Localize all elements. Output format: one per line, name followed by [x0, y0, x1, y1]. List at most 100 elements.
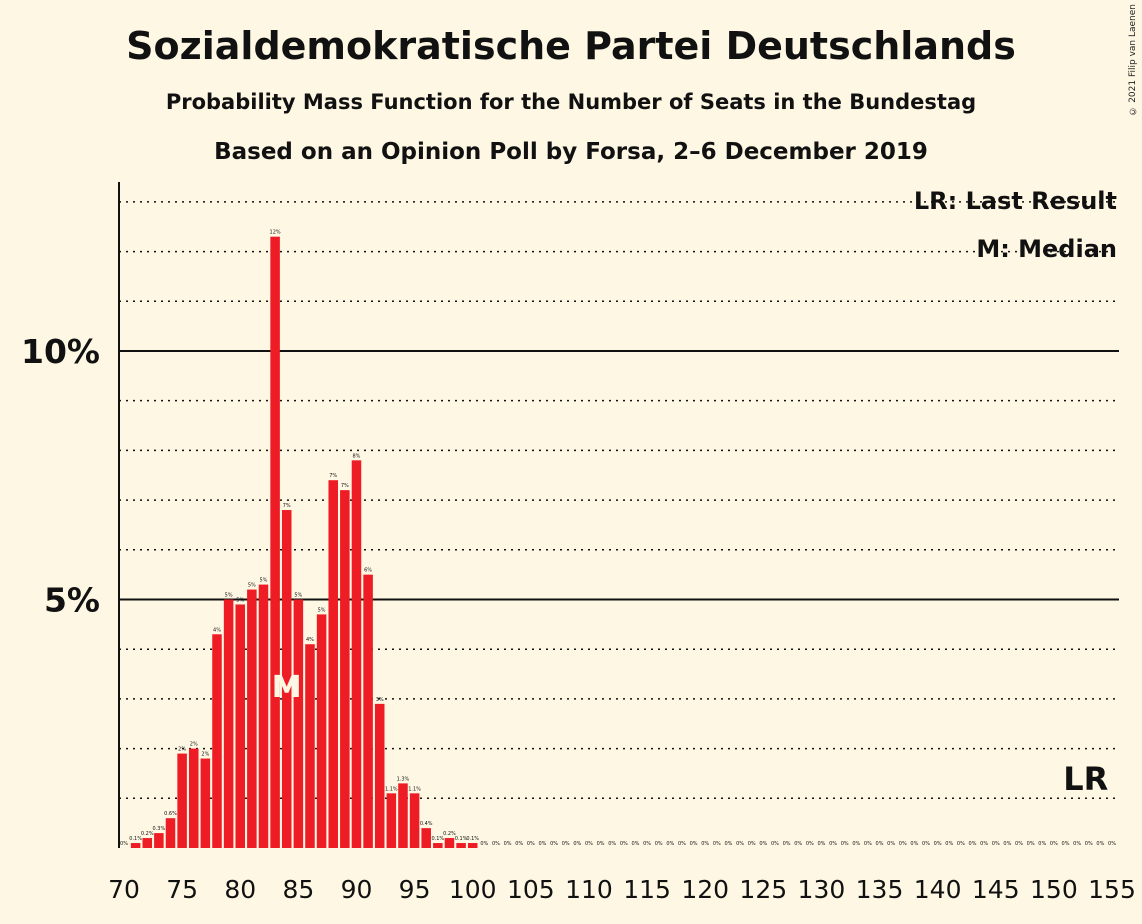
bar-label: 0% [1038, 841, 1046, 847]
bar-label: 0% [701, 841, 709, 847]
bar-label: 0% [829, 841, 837, 847]
bar-label: 0% [515, 841, 523, 847]
bar-label: 3% [376, 697, 384, 703]
bar-label: 0% [806, 841, 814, 847]
bar-label: 0% [783, 841, 791, 847]
bar-label: 0.2% [443, 831, 456, 837]
bar-label: 0.2% [141, 831, 154, 837]
bar [235, 604, 246, 848]
chart-subtitle: Probability Mass Function for the Number… [165, 90, 977, 114]
bar-label: 0% [724, 841, 732, 847]
x-tick-label: 115 [623, 875, 671, 904]
x-tick-label: 145 [972, 875, 1020, 904]
y-tick-label: 5% [44, 580, 100, 619]
bar-label: 0% [1073, 841, 1081, 847]
bar-label: 0% [817, 841, 825, 847]
bar-label: 0% [690, 841, 698, 847]
bar-label: 0% [597, 841, 605, 847]
bar [270, 236, 280, 849]
legend-last-result: LR: Last Result [914, 187, 1117, 215]
bar-label: 0% [864, 841, 872, 847]
x-tick-label: 150 [1030, 875, 1078, 904]
y-tick-labels: 5% 10% [21, 332, 100, 620]
bar [316, 614, 327, 848]
bar-label: 5% [260, 578, 268, 584]
bar [433, 843, 443, 848]
bar [200, 758, 211, 848]
x-tick-label: 140 [914, 875, 962, 904]
bar-label: 0% [945, 841, 953, 847]
bar-label: 0% [1085, 841, 1093, 847]
bar-label: 1.1% [408, 786, 421, 792]
bar [421, 828, 431, 848]
bar-label: 0.1% [431, 836, 444, 842]
x-tick-label: 100 [449, 875, 497, 904]
bar-label: 7% [283, 503, 291, 509]
bar-label: 0% [1062, 841, 1070, 847]
bar-label: 0% [562, 841, 570, 847]
last-result-marker: LR [1063, 760, 1108, 798]
bar-label: 2% [178, 747, 186, 753]
bar-label: 1.3% [397, 776, 410, 782]
bar-label: 5% [294, 592, 302, 598]
bar-label: 0% [980, 841, 988, 847]
x-tick-label: 110 [565, 875, 613, 904]
bar [456, 843, 466, 848]
bar [130, 843, 141, 848]
x-tick-label: 90 [341, 875, 373, 904]
bar-label: 0% [899, 841, 907, 847]
bar [281, 510, 292, 848]
bar [409, 793, 420, 848]
bar-label: 0.4% [420, 821, 433, 827]
bar-label: 0% [538, 841, 546, 847]
bar-label: 0.1% [455, 836, 468, 842]
bar-label: 0% [643, 841, 651, 847]
bar-label: 0% [492, 841, 500, 847]
bar [351, 460, 362, 848]
bar-label: 0% [480, 841, 488, 847]
bar [398, 783, 408, 848]
bar-label: 0% [910, 841, 918, 847]
x-tick-label: 155 [1088, 875, 1136, 904]
bar-label: 0% [550, 841, 558, 847]
bar [328, 480, 338, 848]
bar-label: 0% [887, 841, 895, 847]
x-tick-label: 80 [224, 875, 256, 904]
x-tick-label: 125 [739, 875, 787, 904]
bar-label: 0% [504, 841, 512, 847]
bar-label: 0% [1050, 841, 1058, 847]
bar [305, 644, 315, 848]
chart-title: Sozialdemokratische Partei Deutschlands [126, 24, 1016, 68]
x-tick-label: 135 [856, 875, 904, 904]
bar-label: 0.1% [466, 836, 479, 842]
bar-label: 0% [957, 841, 965, 847]
bar [188, 748, 199, 848]
bar-label: 0% [992, 841, 1000, 847]
x-tick-label: 85 [282, 875, 314, 904]
bar-label: 7% [341, 483, 349, 489]
bar-label: 1.1% [385, 786, 398, 792]
bar-label: 0% [1003, 841, 1011, 847]
x-tick-label: 130 [798, 875, 846, 904]
bar [467, 843, 478, 848]
y-tick-label: 10% [21, 332, 100, 371]
gridlines [119, 201, 1119, 800]
bar [223, 599, 234, 848]
bar [363, 574, 373, 848]
bar [165, 818, 176, 848]
bar-labels: 0%0.1%0.2%0.3%0.6%2%2%2%4%5%5%5%5%12%7%5… [120, 230, 1116, 847]
bar-label: 2% [201, 752, 209, 758]
bar-label: 4% [213, 627, 221, 633]
bar-label: 0.6% [164, 811, 177, 817]
bar-label: 0% [771, 841, 779, 847]
bar-label: 2% [190, 742, 198, 748]
bar-label: 0% [748, 841, 756, 847]
bar-label: 0.3% [153, 826, 166, 832]
x-tick-label: 105 [507, 875, 555, 904]
bar-label: 0% [794, 841, 802, 847]
bar [177, 753, 187, 848]
bar-label: 0% [620, 841, 628, 847]
bar-label: 0% [527, 841, 535, 847]
bar-label: 7% [329, 473, 337, 479]
bar-label: 12% [270, 230, 281, 236]
